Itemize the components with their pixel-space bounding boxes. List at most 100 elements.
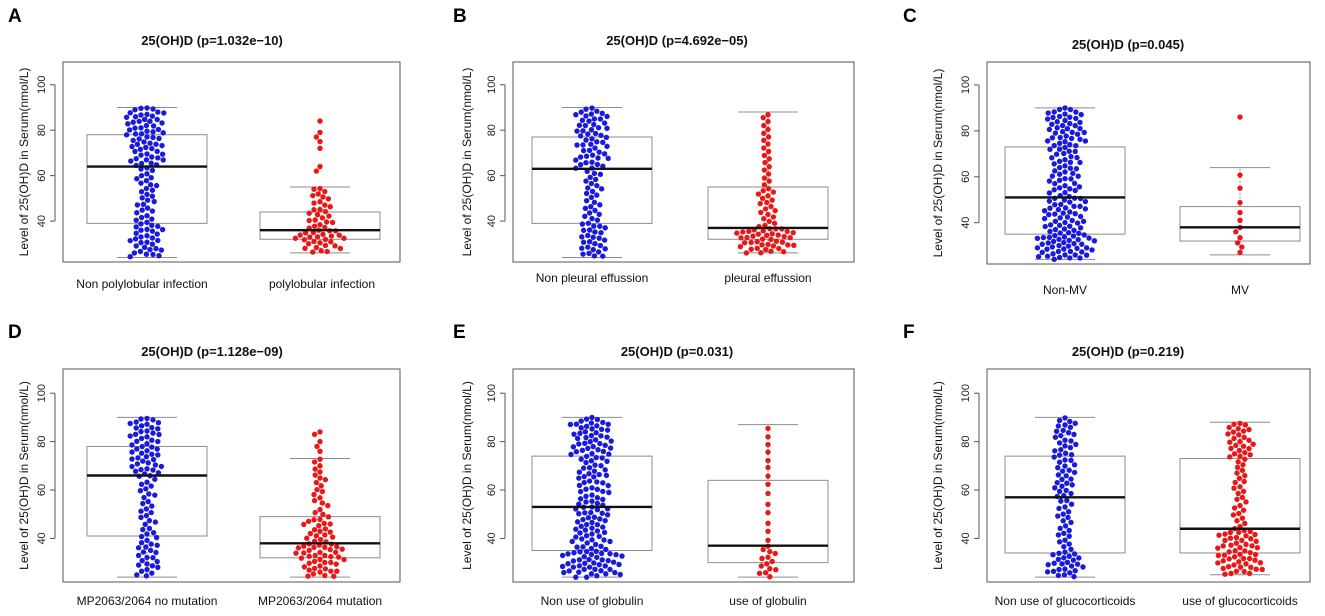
data-point xyxy=(147,182,154,188)
data-point xyxy=(603,571,609,577)
data-point xyxy=(1047,222,1054,228)
data-point xyxy=(317,495,323,501)
data-point xyxy=(146,491,152,497)
data-point xyxy=(140,526,146,533)
data-point xyxy=(155,438,161,445)
data-point xyxy=(153,141,159,147)
data-point xyxy=(1236,447,1243,454)
data-point xyxy=(587,439,593,445)
data-point xyxy=(1246,437,1252,443)
x-category-label: Non polylobular infection xyxy=(76,277,207,291)
data-point xyxy=(574,519,581,525)
data-point xyxy=(571,431,577,437)
data-point xyxy=(1068,476,1074,482)
data-point xyxy=(1059,476,1065,483)
data-point xyxy=(583,499,589,505)
data-point xyxy=(1241,568,1247,575)
data-point xyxy=(583,493,589,499)
data-point xyxy=(757,200,763,207)
data-point xyxy=(150,123,157,129)
data-point xyxy=(131,250,138,256)
y-tick-label: 40 xyxy=(36,215,48,227)
data-point xyxy=(1242,548,1248,554)
data-point xyxy=(759,242,765,248)
data-point xyxy=(314,234,321,240)
data-point xyxy=(766,163,772,170)
data-point xyxy=(1222,571,1228,577)
data-point xyxy=(152,519,159,525)
data-point xyxy=(746,228,752,235)
data-point xyxy=(327,204,333,210)
data-point xyxy=(772,550,778,557)
data-point xyxy=(1060,427,1066,434)
data-point xyxy=(737,243,744,250)
data-point xyxy=(310,571,317,577)
data-point xyxy=(328,239,334,245)
data-point xyxy=(1066,237,1072,244)
data-point xyxy=(306,567,312,573)
data-point xyxy=(325,514,332,520)
y-tick-label: 40 xyxy=(960,532,972,544)
group-2 xyxy=(1179,420,1301,577)
data-point xyxy=(1052,434,1059,440)
data-point xyxy=(585,445,591,452)
data-point xyxy=(1056,158,1063,165)
data-point xyxy=(592,437,599,443)
data-point xyxy=(129,143,135,150)
y-axis-label: Level of 25(OH)D in Serum(nmol/L) xyxy=(17,381,31,570)
data-point xyxy=(1055,465,1061,471)
data-point xyxy=(1233,540,1240,546)
data-point xyxy=(741,240,748,246)
data-point xyxy=(149,241,156,247)
data-point xyxy=(312,472,318,478)
panel-b: B 25(OH)D (p=4.692e−05) 40 60 80 100 Level of … xyxy=(453,6,855,285)
data-point xyxy=(761,145,767,151)
data-point xyxy=(607,566,613,573)
data-point xyxy=(589,531,595,537)
data-point xyxy=(1089,247,1095,253)
data-point xyxy=(318,483,324,489)
data-point xyxy=(1073,142,1079,149)
data-point xyxy=(1065,514,1071,521)
data-point xyxy=(598,426,605,432)
data-point xyxy=(1035,254,1042,260)
data-point xyxy=(129,442,135,448)
data-point xyxy=(1252,557,1258,563)
y-tick-label: 80 xyxy=(36,435,48,447)
data-point xyxy=(1227,535,1234,541)
data-point xyxy=(154,116,160,123)
data-point xyxy=(1067,418,1073,425)
data-point xyxy=(328,559,334,566)
data-point xyxy=(765,510,771,516)
data-point xyxy=(319,215,326,221)
data-point xyxy=(1068,546,1074,553)
data-point xyxy=(155,470,162,476)
data-point xyxy=(582,440,588,447)
data-point xyxy=(1236,529,1242,536)
data-point xyxy=(320,194,326,200)
data-point xyxy=(1056,452,1063,458)
data-point xyxy=(139,443,145,450)
data-point xyxy=(138,125,144,131)
data-point xyxy=(759,555,765,562)
data-point xyxy=(154,446,160,452)
data-point xyxy=(1227,454,1233,460)
data-point xyxy=(1074,561,1081,567)
data-point xyxy=(581,566,587,573)
data-point xyxy=(1075,173,1081,179)
data-point xyxy=(132,125,138,131)
data-point xyxy=(1236,510,1242,517)
data-point xyxy=(1073,115,1079,122)
data-point xyxy=(1065,429,1072,436)
data-point xyxy=(150,251,156,258)
data-point xyxy=(760,546,766,553)
data-point xyxy=(317,556,323,563)
data-point xyxy=(1061,246,1067,252)
data-point xyxy=(574,142,580,148)
data-point xyxy=(159,151,166,157)
data-point xyxy=(761,122,767,129)
data-point xyxy=(583,453,590,460)
data-point xyxy=(591,474,597,480)
data-point xyxy=(1064,559,1071,565)
data-point xyxy=(594,217,601,223)
